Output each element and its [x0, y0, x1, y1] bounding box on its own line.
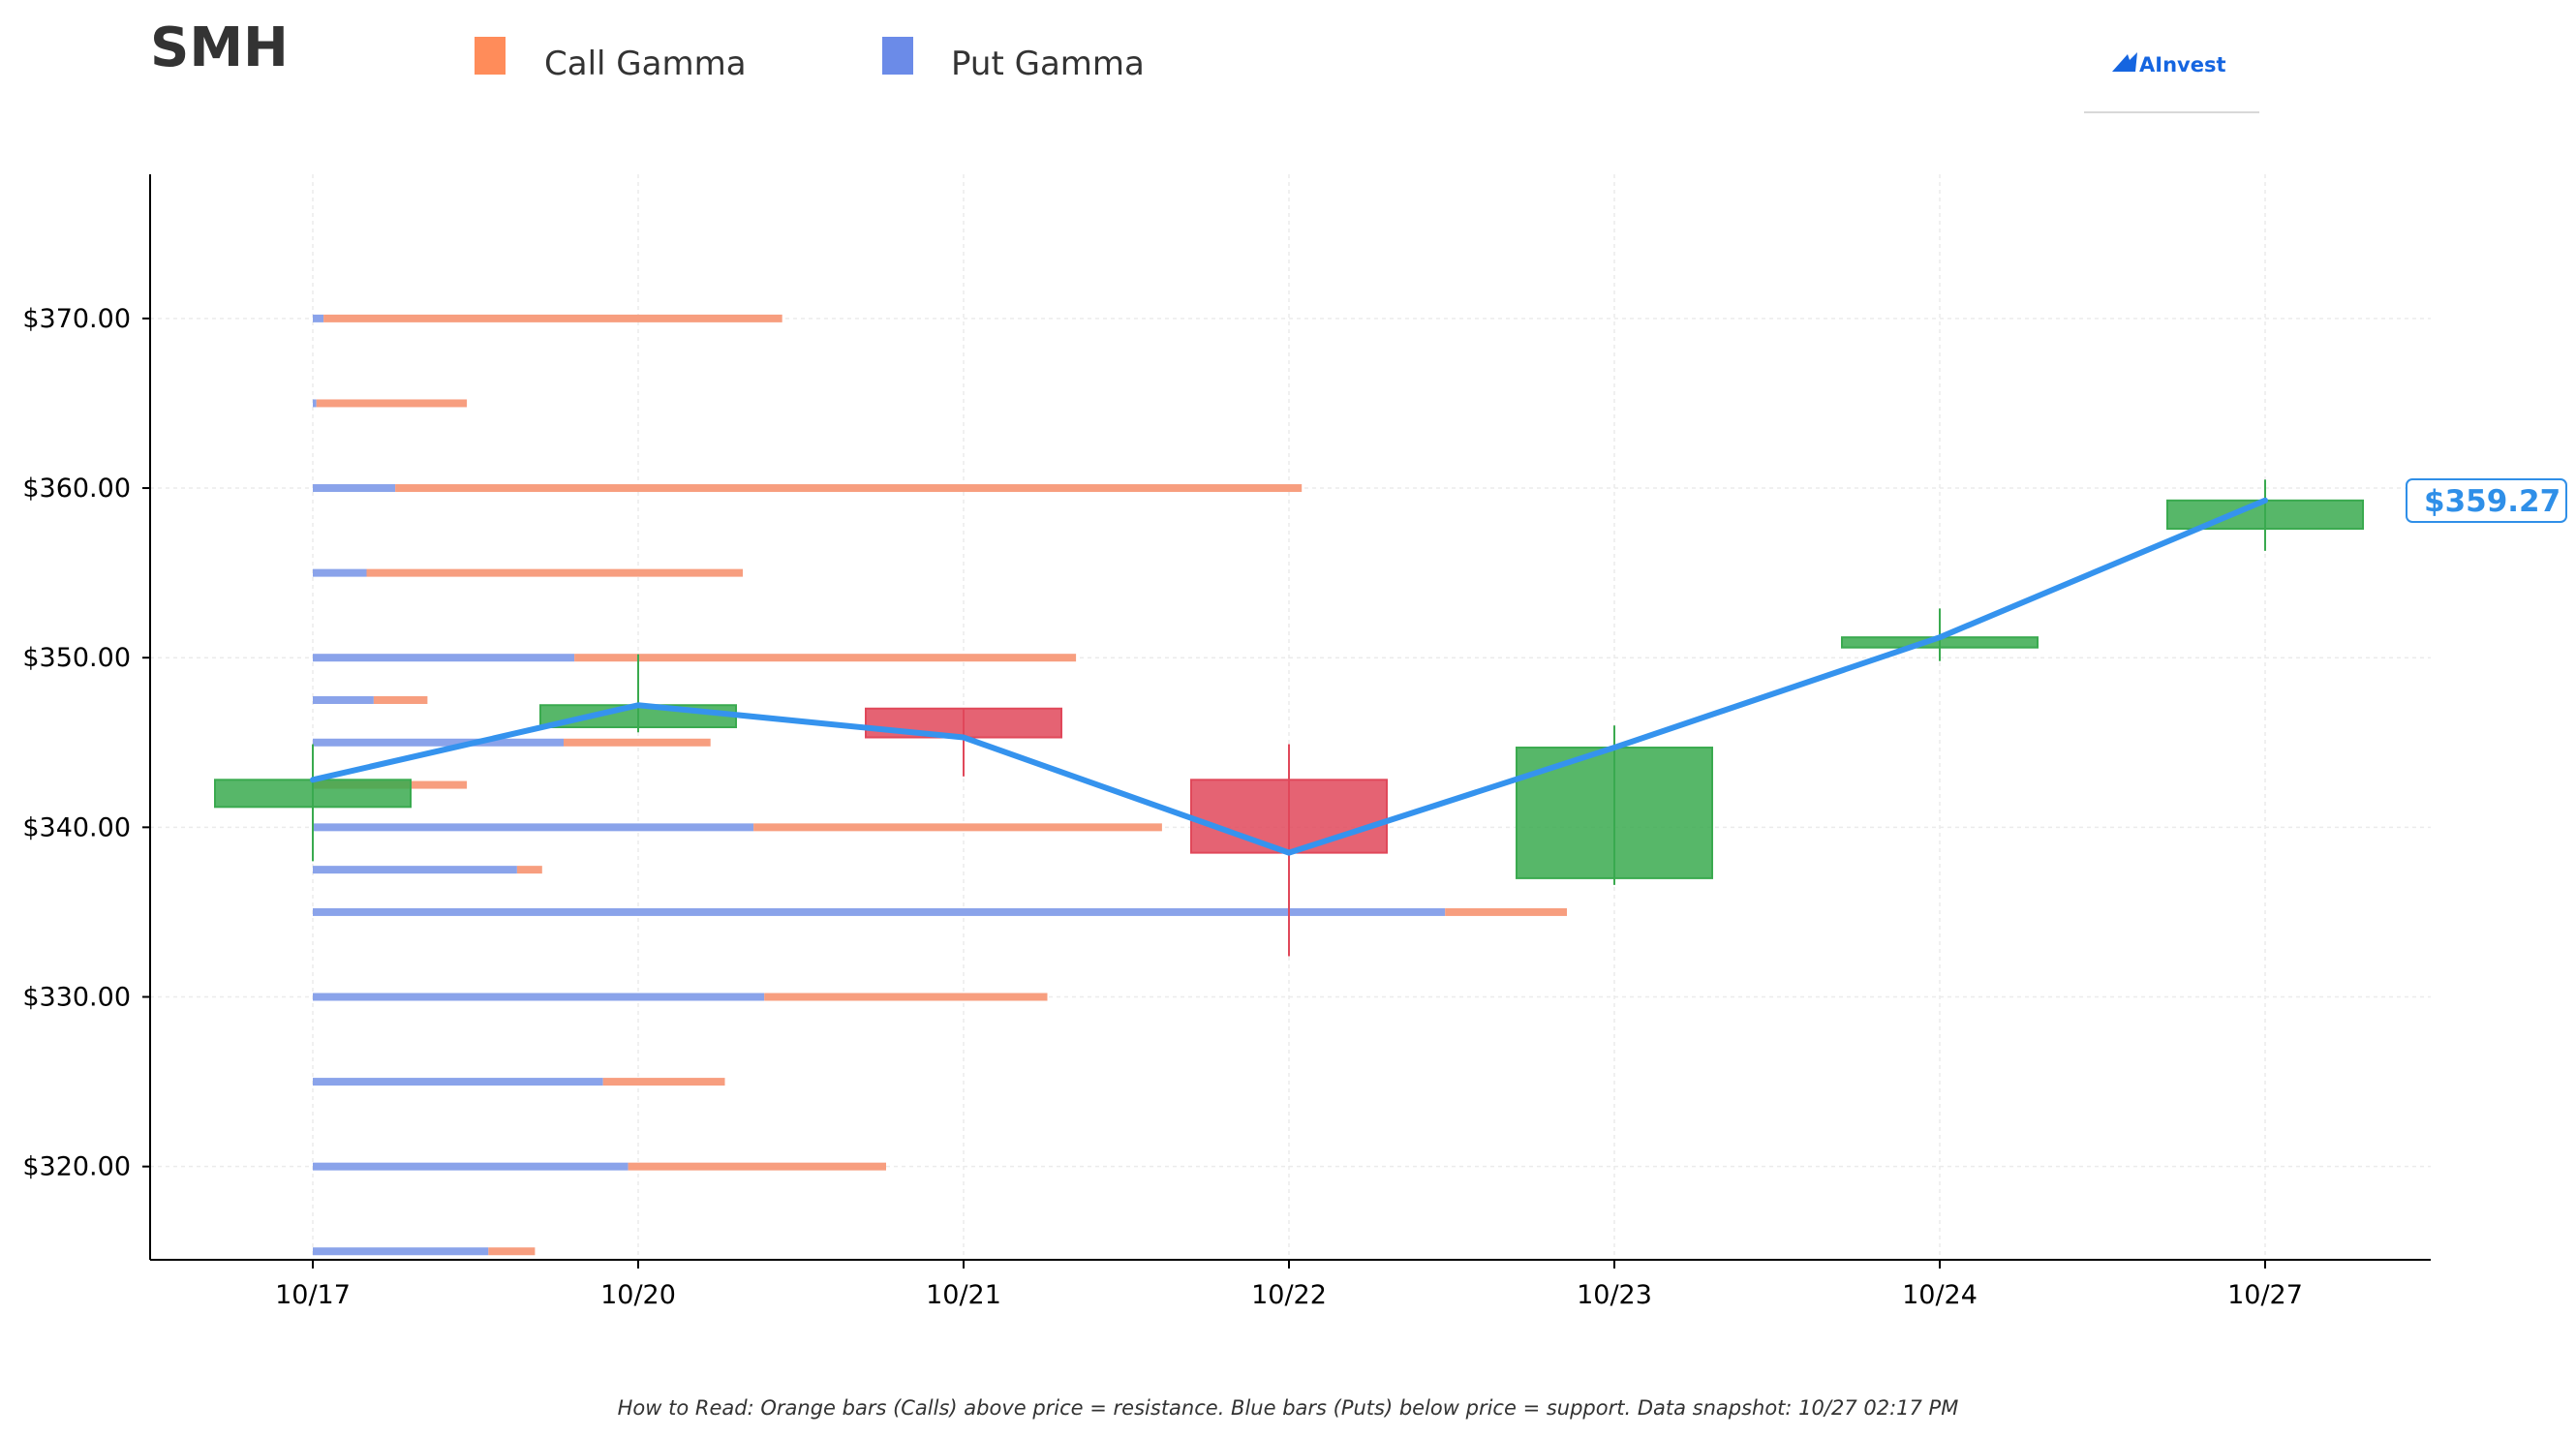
- call-gamma-bar: [488, 1247, 536, 1256]
- last-price-badge: $359.27: [2406, 478, 2567, 523]
- y-tick-label: $340.00: [22, 812, 131, 842]
- candle-body: [539, 704, 737, 729]
- put-gamma-bar: [313, 738, 564, 747]
- close-price-line: [310, 497, 2268, 856]
- ainvest-logo: AInvest: [2084, 52, 2259, 113]
- call-gamma-bar: [764, 993, 1048, 1001]
- ticker-title: SMH: [150, 16, 289, 79]
- call-gamma-bar: [323, 314, 782, 322]
- call-gamma-bar: [602, 1078, 725, 1086]
- x-tick-label: 10/27: [2227, 1280, 2303, 1310]
- put-gamma-bar: [313, 1162, 629, 1171]
- call-legend-swatch: [475, 37, 506, 75]
- put-gamma-bar: [313, 484, 396, 493]
- call-gamma-bar: [395, 484, 1303, 493]
- put-gamma-bar: [313, 993, 765, 1001]
- x-tick-label: 10/23: [1577, 1280, 1652, 1310]
- call-gamma-bar: [753, 823, 1162, 832]
- y-tick-label: $350.00: [22, 643, 131, 673]
- x-tick-label: 10/24: [1902, 1280, 1978, 1310]
- put-gamma-bar: [313, 823, 754, 832]
- tick-labels: $320.00 $330.00 $340.00 $350.00 $360.00 $370.…: [22, 304, 2303, 1310]
- put-legend-label: Put Gamma: [951, 45, 1145, 83]
- candle-body: [2166, 499, 2364, 531]
- last-price-label: $359.27: [2424, 484, 2561, 519]
- call-gamma-bar: [628, 1162, 886, 1171]
- call-legend-label: Call Gamma: [544, 45, 747, 83]
- candlesticks: [214, 479, 2364, 957]
- y-tick-label: $320.00: [22, 1152, 131, 1182]
- logo-text: AInvest: [2139, 53, 2226, 76]
- put-legend-swatch: [882, 37, 913, 75]
- put-gamma-bar: [313, 1078, 603, 1086]
- logo-mark-icon: [2112, 52, 2137, 72]
- footer-note: How to Read: Orange bars (Calls) above p…: [618, 1396, 1959, 1420]
- y-tick-label: $330.00: [22, 983, 131, 1013]
- put-gamma-bar: [313, 314, 324, 322]
- call-gamma-bar: [1445, 907, 1567, 916]
- y-tick-label: $370.00: [22, 304, 131, 334]
- put-gamma-bar: [313, 1247, 489, 1256]
- call-gamma-bar: [574, 654, 1077, 662]
- put-gamma-bar: [313, 907, 1446, 916]
- call-gamma-bar: [316, 399, 468, 408]
- x-tick-label: 10/17: [275, 1280, 351, 1310]
- put-gamma-bar: [313, 695, 374, 704]
- axes: [149, 174, 2431, 1261]
- gamma-bars: [313, 314, 1567, 1256]
- put-gamma-bar: [313, 568, 367, 577]
- candle-body: [214, 779, 412, 809]
- grid-lines: [150, 174, 2431, 1260]
- call-gamma-bar: [516, 866, 542, 874]
- x-tick-label: 10/22: [1251, 1280, 1327, 1310]
- candle-body: [1516, 747, 1713, 879]
- put-gamma-bar: [313, 399, 317, 408]
- candle-body: [1190, 779, 1388, 854]
- put-gamma-bar: [313, 654, 575, 662]
- call-gamma-bar: [373, 695, 428, 704]
- x-tick-label: 10/20: [600, 1280, 676, 1310]
- put-gamma-bar: [313, 866, 517, 874]
- close-line: [310, 497, 2268, 856]
- y-tick-label: $360.00: [22, 474, 131, 504]
- x-tick-label: 10/21: [926, 1280, 1001, 1310]
- call-gamma-bar: [366, 568, 743, 577]
- last-price-box: [2406, 478, 2567, 523]
- call-gamma-bar: [564, 738, 711, 747]
